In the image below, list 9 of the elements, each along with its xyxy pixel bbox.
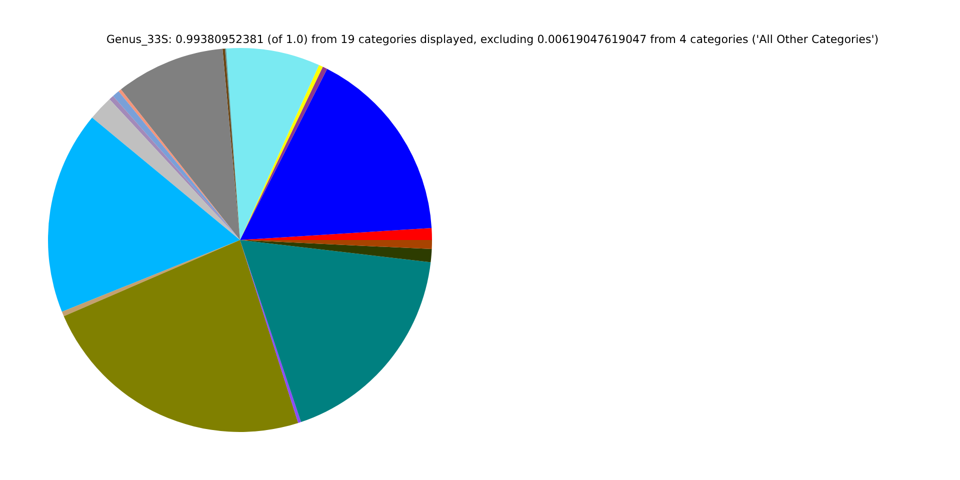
pie-slice bbox=[62, 240, 240, 316]
pie-slice bbox=[48, 118, 240, 312]
pie-slice bbox=[240, 68, 432, 240]
pie-slice bbox=[64, 240, 298, 432]
pie-slice bbox=[120, 48, 240, 240]
pie-slice bbox=[226, 48, 320, 240]
pie-slice bbox=[240, 240, 432, 262]
pie-slice bbox=[240, 240, 431, 422]
text: Genus_33S: 0.99380952381 (of 1.0) from 19 categories displayed, excluding 0.00619047619047 from 4 categories ('All Other Categories') bbox=[106, 32, 879, 46]
